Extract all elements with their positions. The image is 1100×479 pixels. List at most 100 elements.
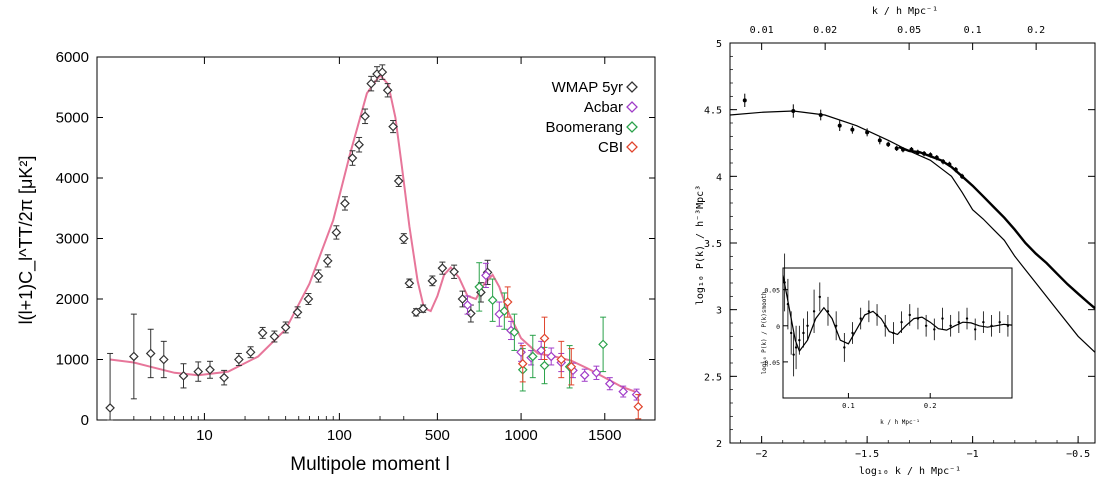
left-point-cbi: [502, 286, 513, 318]
right-top-tick-label: 0.01: [750, 25, 774, 36]
left-y-tick-label: 0: [81, 412, 89, 429]
right-y-tick-label: 2.5: [704, 372, 722, 383]
point-marker: [850, 127, 855, 132]
diamond-marker: [366, 78, 377, 89]
diamond-marker: [105, 403, 115, 413]
diamond-marker: [604, 378, 615, 389]
inset-data-point: [786, 278, 790, 330]
left-point-wmap-5yr: [354, 136, 364, 153]
right-data-point: [865, 128, 870, 137]
point-marker: [928, 153, 933, 157]
diamond-marker: [360, 111, 370, 122]
left-point-wmap-5yr: [366, 75, 377, 92]
point-marker: [786, 302, 790, 306]
cmb-power-spectrum-chart: 0 1000 2000 3000 4000 5000 6000 10 100 500 1000 15…: [16, 49, 656, 475]
left-point-boomerang: [598, 316, 608, 373]
diamond-marker: [598, 339, 608, 350]
left-point-wmap-5yr: [193, 361, 204, 382]
point-marker: [901, 147, 906, 152]
point-marker: [783, 281, 786, 284]
point-marker: [742, 98, 747, 103]
point-marker: [892, 331, 895, 335]
right-dense-data-band: [898, 145, 1096, 310]
left-point-boomerang: [474, 262, 485, 312]
right-data-point: [837, 120, 842, 131]
diamond-marker: [280, 322, 291, 333]
inset-data-point: [783, 253, 786, 312]
diamond-marker: [398, 233, 409, 244]
right-y-tick-label: 4.5: [704, 106, 722, 117]
left-x-axis: 10 100 500 1000 1500: [109, 57, 621, 444]
diamond-marker: [269, 331, 280, 342]
left-point-wmap-5yr: [449, 264, 459, 279]
left-point-wmap-5yr: [292, 306, 303, 319]
left-point-acbar: [591, 365, 602, 380]
inset-x-tick-label: 0.2: [924, 402, 937, 410]
diamond-marker: [128, 351, 139, 362]
left-point-boomerang: [509, 313, 520, 351]
diamond-marker: [313, 271, 324, 281]
right-data-point: [818, 109, 823, 121]
left-x-axis-label: Multipole moment l: [290, 454, 449, 475]
right-data-point: [934, 155, 939, 161]
left-x-tick-label: 500: [425, 427, 450, 444]
diamond-marker: [178, 370, 189, 381]
right-data-point: [850, 125, 855, 134]
left-legend: WMAP 5yr Acbar Boomerang CBI: [545, 79, 638, 156]
diamond-marker: [404, 278, 415, 289]
right-data-point: [960, 173, 965, 179]
right-curves: [729, 110, 1096, 353]
right-y-tick-label: 4: [716, 172, 722, 183]
point-marker: [916, 317, 920, 320]
inset-y-tick-label: 0: [776, 323, 780, 331]
inset-data-point: [802, 318, 805, 348]
diamond-marker: [340, 198, 350, 209]
legend-marker: [626, 81, 638, 93]
point-marker: [947, 162, 952, 167]
point-marker: [949, 324, 952, 327]
inset-data-point: [867, 300, 871, 323]
right-data-point: [877, 136, 882, 145]
diamond-marker: [556, 354, 567, 365]
left-point-wmap-5yr: [418, 303, 428, 314]
diamond-marker: [591, 367, 602, 378]
left-point-cbi: [517, 345, 528, 383]
legend-label: WMAP 5yr: [552, 79, 623, 96]
left-point-wmap-5yr: [388, 120, 398, 134]
right-x-tick-label: −0.5: [1066, 449, 1090, 460]
inset-data-point: [843, 333, 846, 362]
right-top-tick-label: 0.05: [897, 25, 921, 36]
point-marker: [924, 324, 928, 327]
right-x-axis: −2 −1.5 −1 −0.5: [740, 436, 1090, 460]
point-marker: [908, 313, 911, 317]
left-point-acbar: [462, 295, 473, 315]
diamond-marker: [499, 306, 510, 316]
left-point-wmap-5yr: [393, 175, 404, 187]
left-y-tick-label: 3000: [56, 231, 89, 248]
diamond-marker: [257, 328, 268, 338]
point-marker: [802, 331, 805, 335]
left-point-wmap-5yr: [437, 261, 448, 275]
right-data-point: [953, 167, 958, 173]
legend-label: Boomerang: [545, 119, 623, 136]
point-marker: [965, 317, 969, 320]
point-marker: [982, 320, 985, 324]
diamond-marker: [234, 354, 244, 365]
inset-data-point: [875, 304, 879, 326]
right-top-axis-label: k / h Mpc⁻¹: [872, 6, 938, 17]
point-marker: [915, 150, 920, 155]
inset-data-point: [884, 314, 887, 337]
left-x-tick-label: 10: [196, 427, 213, 444]
inset-data-point: [982, 311, 985, 333]
point-marker: [812, 310, 816, 313]
left-point-wmap-5yr: [105, 352, 115, 421]
diamond-marker: [347, 153, 358, 163]
right-data-point: [922, 151, 927, 157]
diamond-marker: [393, 176, 404, 186]
point-marker: [865, 130, 870, 135]
left-point-wmap-5yr: [398, 233, 409, 244]
diamond-marker: [539, 360, 550, 371]
point-marker: [960, 174, 965, 179]
left-point-wmap-5yr: [340, 196, 350, 211]
